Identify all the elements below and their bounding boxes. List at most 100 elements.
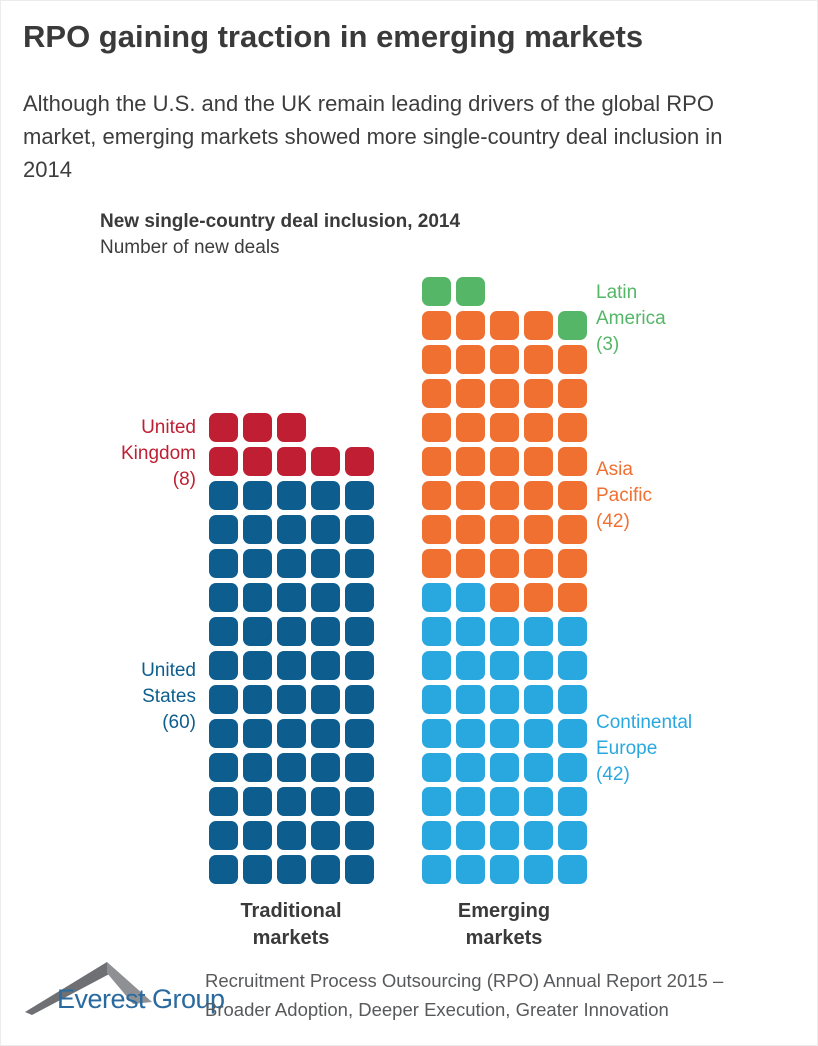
deal-square-united-states [243,753,272,782]
deal-square-united-states [277,787,306,816]
deal-square-continental-europe [558,685,587,714]
deal-square-asia-pacific [524,481,553,510]
deal-square-latin-america [422,277,451,306]
label-asia-pacific: Asia Pacific (42) [596,457,652,535]
deal-square-continental-europe [456,719,485,748]
axis-label-emerging-line1: Emerging [457,900,551,922]
deal-square-continental-europe [524,753,553,782]
deal-square-united-states [243,481,272,510]
deal-square-continental-europe [456,753,485,782]
deal-square-continental-europe [422,651,451,680]
deal-square-continental-europe [490,821,519,850]
deal-square-continental-europe [524,787,553,816]
deal-square-united-states [311,617,340,646]
deal-square-united-states [345,719,374,748]
deal-square-united-states [209,481,238,510]
chart-subtitle: Number of new deals [100,237,280,258]
deal-square-asia-pacific [456,311,485,340]
deal-square-continental-europe [490,685,519,714]
deal-square-united-states [209,855,238,884]
deal-square-asia-pacific [422,549,451,578]
label-asia-pacific-line1: Asia [596,459,633,480]
deal-square-united-states [277,583,306,612]
page-title: RPO gaining traction in emerging markets [23,19,644,54]
deal-square-united-states [345,855,374,884]
deal-square-united-states [243,855,272,884]
deal-square-united-states [311,685,340,714]
deal-square-united-states [243,549,272,578]
label-asia-pacific-count: (42) [596,511,630,532]
deal-square-asia-pacific [490,481,519,510]
deal-square-united-states [345,821,374,850]
deal-square-asia-pacific [558,345,587,374]
deal-square-united-kingdom [209,447,238,476]
axis-label-emerging-line2: markets [465,927,543,949]
deal-square-continental-europe [456,583,485,612]
deal-square-united-states [311,481,340,510]
deal-square-asia-pacific [456,413,485,442]
deal-square-united-states [209,515,238,544]
deal-square-continental-europe [422,617,451,646]
deal-square-united-states [277,617,306,646]
deal-square-continental-europe [558,787,587,816]
waffle-column-emerging-markets [422,277,587,884]
deal-square-asia-pacific [558,413,587,442]
deal-square-continental-europe [456,855,485,884]
deal-square-asia-pacific [490,413,519,442]
deal-square-asia-pacific [490,515,519,544]
deal-square-united-states [311,549,340,578]
label-united-states-count: (60) [162,712,196,733]
deal-square-united-states [277,481,306,510]
deal-square-asia-pacific [490,447,519,476]
deal-square-united-states [243,787,272,816]
deal-square-asia-pacific [456,481,485,510]
deal-square-continental-europe [524,685,553,714]
label-continental-europe-line2: Europe [596,738,658,759]
deal-square-asia-pacific [456,515,485,544]
deal-square-continental-europe [558,651,587,680]
waffle-column-traditional-markets [209,413,374,884]
deal-square-continental-europe [422,821,451,850]
deal-square-asia-pacific [558,379,587,408]
deal-square-united-states [345,583,374,612]
deal-square-continental-europe [490,787,519,816]
deal-square-continental-europe [422,855,451,884]
label-united-states-line1: United [141,660,196,681]
deal-square-continental-europe [456,787,485,816]
deal-square-united-kingdom [345,447,374,476]
deal-square-asia-pacific [422,515,451,544]
deal-square-asia-pacific [490,379,519,408]
deal-square-asia-pacific [558,549,587,578]
label-continental-europe: Continental Europe (42) [596,710,692,788]
deal-square-asia-pacific [524,413,553,442]
deal-square-asia-pacific [456,379,485,408]
deal-square-united-states [277,515,306,544]
deal-square-united-kingdom [243,447,272,476]
deal-square-continental-europe [422,753,451,782]
deal-square-latin-america [558,311,587,340]
deal-square-continental-europe [422,685,451,714]
deal-square-united-states [209,685,238,714]
deal-square-asia-pacific [422,447,451,476]
deal-square-united-states [345,787,374,816]
deal-square-united-states [243,719,272,748]
label-united-states: United States (60) [141,658,196,736]
deal-square-asia-pacific [456,345,485,374]
deal-square-asia-pacific [558,583,587,612]
deal-square-united-states [243,583,272,612]
deal-square-continental-europe [422,787,451,816]
deal-square-asia-pacific [524,345,553,374]
deal-square-united-kingdom [311,447,340,476]
label-united-kingdom: United Kingdom (8) [121,415,196,493]
deal-square-continental-europe [490,651,519,680]
deal-square-continental-europe [558,821,587,850]
deal-square-continental-europe [524,821,553,850]
deal-square-continental-europe [524,651,553,680]
deal-square-continental-europe [524,855,553,884]
deal-square-united-states [345,651,374,680]
deal-square-continental-europe [456,651,485,680]
axis-label-traditional-markets: Traditional markets [191,898,391,952]
deal-square-united-states [277,855,306,884]
deal-square-latin-america [456,277,485,306]
deal-square-continental-europe [558,719,587,748]
